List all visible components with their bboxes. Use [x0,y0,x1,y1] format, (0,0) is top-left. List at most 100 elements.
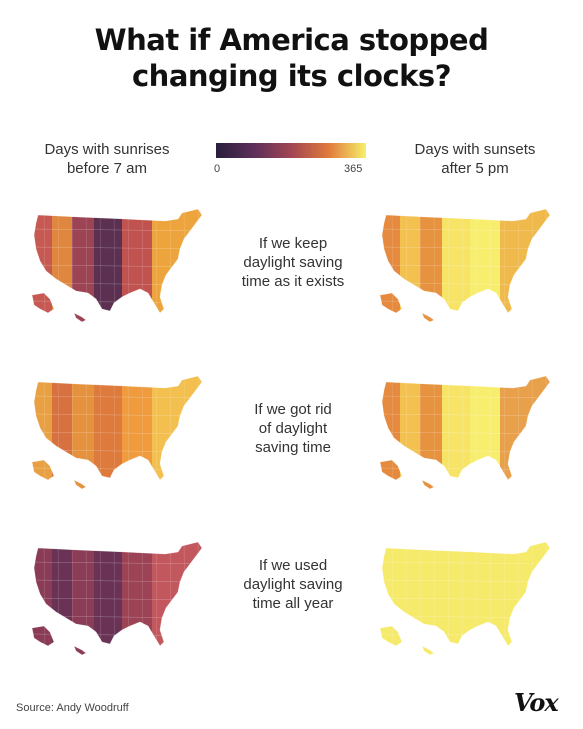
scenario-1-line-1: If we keep [258,235,328,252]
scenario-2-line-3: saving time [255,439,331,456]
contiguous-us-outline [33,208,203,314]
state-border [380,561,550,565]
state-border [545,376,548,489]
state-border [503,376,506,489]
time-zone-band [470,209,500,322]
state-border [447,542,450,655]
time-zone-band [52,376,72,489]
sunset-map-keep-dst [379,208,551,323]
scenario-3-line-3: time all year [252,595,334,612]
scenario-1-line-3: time as it exists [241,273,345,290]
state-border [391,376,394,489]
scenario-label-no-dst: If we got rid of daylight saving time [218,400,368,457]
sunset-legend-line-2: after 5 pm [441,160,509,177]
alaska-outline [379,625,403,647]
scale-min-tick: 0 [214,163,221,175]
time-zone-band [442,542,470,655]
state-border [32,633,202,637]
state-border [43,376,46,489]
state-border [32,300,202,304]
sunrise-map-keep-dst [31,208,203,323]
color-scale-bar [216,143,366,158]
state-border [380,228,550,232]
hawaii-outline [421,645,435,656]
state-border [380,395,550,399]
contiguous-us-outline [33,375,203,481]
time-zone-band [500,376,550,489]
state-border [391,209,394,322]
time-zone-band [122,209,152,322]
state-border [380,633,550,637]
state-border [155,376,158,489]
time-zone-band [400,542,420,655]
scenario-label-permanent-dst: If we used daylight saving time all year [218,556,368,613]
time-zone-band [420,542,442,655]
time-zone-band [152,209,202,322]
state-border [380,467,550,471]
title-line-2: changing its clocks? [131,59,452,93]
time-zone-band [420,209,442,322]
time-zone-band [72,542,94,655]
contiguous-us-outline [33,541,203,647]
sunset-map-permanent-dst [379,541,551,656]
sunset-map-no-dst [379,375,551,490]
scenario-2-line-1: If we got rid [254,401,332,418]
scenario-3-line-1: If we used [258,557,328,574]
state-border [99,209,102,322]
state-border [197,542,200,655]
contiguous-us-outline [381,541,551,647]
contiguous-us-outline [381,208,551,314]
state-border [32,467,202,471]
state-border [155,209,158,322]
state-border [43,542,46,655]
time-zone-band [52,209,72,322]
alaska-outline [379,292,403,314]
hawaii-outline [421,479,435,490]
sunrise-map-permanent-dst [31,541,203,656]
alaska-outline [31,292,55,314]
time-zone-band [500,209,550,322]
vox-logo: Vox [514,688,559,717]
time-zone-band [52,542,72,655]
scenario-1-line-2: daylight saving [243,254,343,271]
time-zone-band [122,542,152,655]
hawaii-outline [73,312,87,323]
alaska-outline [31,625,55,647]
sunset-legend-label: Days with sunsets after 5 pm [390,140,560,178]
time-zone-band [470,542,500,655]
contiguous-us-outline [381,375,551,481]
state-border [99,542,102,655]
alaska-outline [31,459,55,481]
state-border [545,542,548,655]
state-border [503,209,506,322]
time-zone-band [94,376,122,489]
time-zone-band [152,376,202,489]
state-border [545,209,548,322]
time-zone-band [500,542,550,655]
time-zone-band [94,542,122,655]
time-zone-band [72,209,94,322]
alaska-outline [379,459,403,481]
sunrise-legend-line-1: Days with sunrises [44,141,170,158]
time-zone-band [400,376,420,489]
page-title: What if America stopped changing its clo… [0,22,583,94]
state-border [380,300,550,304]
sunrise-legend-line-2: before 7 am [66,160,148,177]
state-border [32,228,202,232]
scale-max-tick: 365 [344,163,363,175]
state-border [43,209,46,322]
time-zone-band [94,209,122,322]
state-border [32,561,202,565]
scenario-2-line-2: of daylight [258,420,328,437]
state-border [197,209,200,322]
state-border [32,395,202,399]
state-border [503,542,506,655]
state-border [197,376,200,489]
hawaii-outline [421,312,435,323]
time-zone-band [442,376,470,489]
sunrise-legend-label: Days with sunrises before 7 am [22,140,192,178]
time-zone-band [72,376,94,489]
state-border [391,542,394,655]
source-credit: Source: Andy Woodruff [16,702,129,714]
scenario-3-line-2: daylight saving [243,576,343,593]
